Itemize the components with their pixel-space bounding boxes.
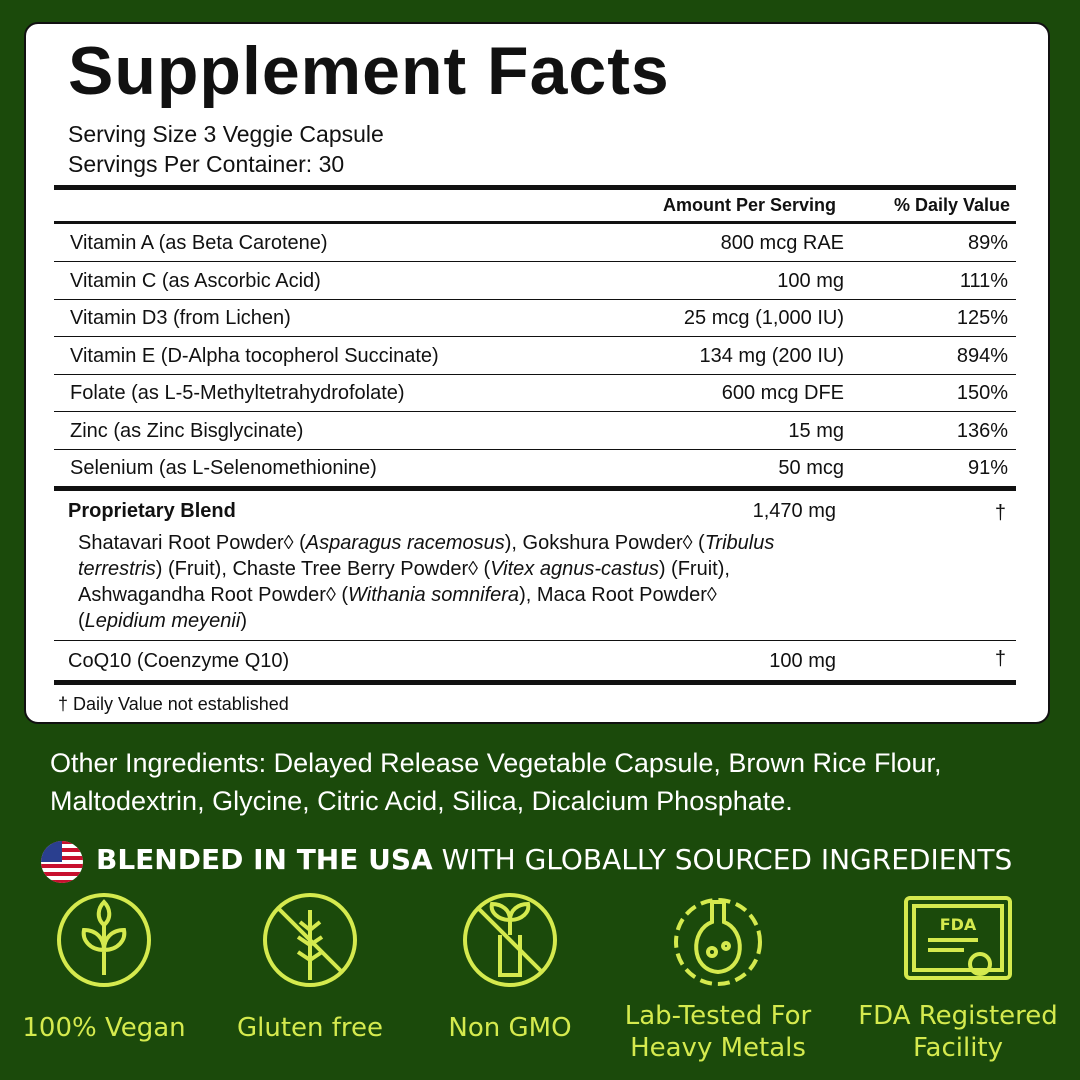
ingredient-name: Vitamin D3 (from Lichen) <box>70 307 291 329</box>
other-ingredients: Other Ingredients: Delayed Release Veget… <box>50 748 942 816</box>
description-part: ) (Fruit), Chaste Tree Berry Powder◊ ( <box>155 558 491 580</box>
blend-name: Proprietary Blend <box>68 500 236 522</box>
rule <box>54 221 1016 224</box>
ingredient-daily-value: 136% <box>956 419 1008 442</box>
blend-daily-value: † <box>994 502 1006 524</box>
description-part: ) (Fruit), Ashwagandha Root Powder◊ ( <box>78 558 730 606</box>
ingredient-amount: 800 mcg RAE <box>720 232 844 254</box>
column-header: Amount Per Serving <box>662 195 836 215</box>
description-part: ), Maca Root Powder◊ ( <box>78 584 717 632</box>
ingredient-amount: 100 mg <box>777 269 844 292</box>
row-rule <box>54 411 1016 412</box>
description-part: ) <box>240 610 247 632</box>
ingredient-daily-value: † <box>994 648 1006 670</box>
description-part: Vitex agnus-castus <box>490 558 659 580</box>
ingredient-name: Zinc (as Zinc Bisglycinate) <box>70 419 304 442</box>
rule <box>54 680 1016 685</box>
origin-line: BLENDED IN THE USA WITH GLOBALLY SOURCED… <box>96 843 1012 876</box>
facts-panel: Supplement Facts Serving Size 3 Veggie C… <box>24 22 1050 724</box>
ingredient-amount: 100 mg <box>769 650 836 672</box>
serving-size: Serving Size 3 Veggie Capsule <box>68 121 384 147</box>
ingredient-row: Vitamin E (D-Alpha tocopherol Succinate)… <box>54 337 1016 374</box>
ingredient-daily-value: 111% <box>959 269 1008 292</box>
badge-label: Lab-Tested For Heavy Metals <box>624 1001 812 1063</box>
gluten-free-icon <box>263 893 357 987</box>
ingredient-row: Selenium (as L-Selenomethionine) 50 mcg 91… <box>54 449 1016 486</box>
description-part: Asparagus racemosus <box>305 532 505 554</box>
ingredient-row: Vitamin C (as Ascorbic Acid) 100 mg 111% <box>54 262 1016 299</box>
ingredient-daily-value: 125% <box>956 307 1008 329</box>
ingredient-row: Folate (as L-5-Methyltetrahydrofolate) 60… <box>54 374 1016 411</box>
ingredient-name: Vitamin E (D-Alpha tocopherol Succinate) <box>70 344 439 367</box>
blend-description: Shatavari Root Powder◊ (Asparagus racemo… <box>78 530 798 634</box>
usa-flag <box>41 841 83 883</box>
column-header: % Daily Value <box>893 195 1010 215</box>
description-part: Tribulus terrestris <box>78 532 775 580</box>
ingredient-amount: 134 mg (200 IU) <box>699 344 844 367</box>
origin-rest: WITH GLOBALLY SOURCED INGREDIENTS <box>441 843 1013 876</box>
row-rule <box>54 298 1016 300</box>
ingredient-name: Vitamin A (as Beta Carotene) <box>70 232 328 254</box>
non-gmo-icon <box>463 893 557 987</box>
ingredient-daily-value: 894% <box>956 344 1008 367</box>
rule <box>54 486 1016 491</box>
ingredient-name: Folate (as L-5-Methyltetrahydrofolate) <box>70 382 405 404</box>
lab-tested-icon <box>674 898 762 986</box>
ingredient-row: Zinc (as Zinc Bisglycinate) 15 mg 136% <box>54 412 1016 449</box>
blend-amount: 1,470 mg <box>752 500 836 522</box>
fda-icon <box>904 896 1012 980</box>
ingredient-amount: 15 mg <box>788 419 844 442</box>
badge-icons: FDA <box>57 893 1012 987</box>
row-rule <box>54 336 1016 337</box>
description-part: Shatavari Root Powder◊ ( <box>78 532 306 554</box>
ingredient-name: Selenium (as L-Selenomethionine) <box>70 457 377 479</box>
ingredient-name: Vitamin C (as Ascorbic Acid) <box>70 269 321 292</box>
ingredient-name: CoQ10 (Coenzyme Q10) <box>68 650 290 672</box>
ingredient-daily-value: 89% <box>967 232 1008 254</box>
badge-label: FDA Registered Facility <box>858 1001 1058 1063</box>
ingredient-amount: 25 mcg (1,000 IU) <box>683 307 844 329</box>
ingredient-daily-value: 91% <box>967 457 1008 479</box>
panel-title: Supplement Facts <box>68 33 670 109</box>
ingredient-amount: 50 mcg <box>778 457 844 479</box>
description-part: ), Gokshura Powder◊ ( <box>504 532 705 554</box>
servings-per-container: Servings Per Container: 30 <box>68 151 345 177</box>
footnote: † Daily Value not established <box>58 694 289 714</box>
badge-label: Non GMO <box>448 1013 572 1043</box>
ingredient-amount: 600 mcg DFE <box>721 382 844 404</box>
ingredient-row: Vitamin D3 (from Lichen) 25 mcg (1,000 IU… <box>54 299 1016 336</box>
rule <box>54 185 1016 190</box>
ingredient-row: Vitamin A (as Beta Carotene) 800 mcg RAE 8… <box>54 224 1016 261</box>
ingredient-daily-value: 150% <box>956 382 1008 404</box>
vegan-icon <box>57 893 151 987</box>
description-part: Withania somnifera <box>348 584 520 606</box>
fda-icon-text: FDA <box>940 915 977 934</box>
row-rule <box>54 373 1016 375</box>
badge-label: 100% Vegan <box>22 1013 186 1043</box>
row-rule <box>54 261 1016 262</box>
origin-emphasis: BLENDED IN THE USA <box>96 843 433 876</box>
description-part: Lepidium meyenii <box>84 610 241 632</box>
badge-label: Gluten free <box>236 1013 384 1043</box>
row-rule <box>54 448 1016 450</box>
rule <box>54 640 1016 641</box>
